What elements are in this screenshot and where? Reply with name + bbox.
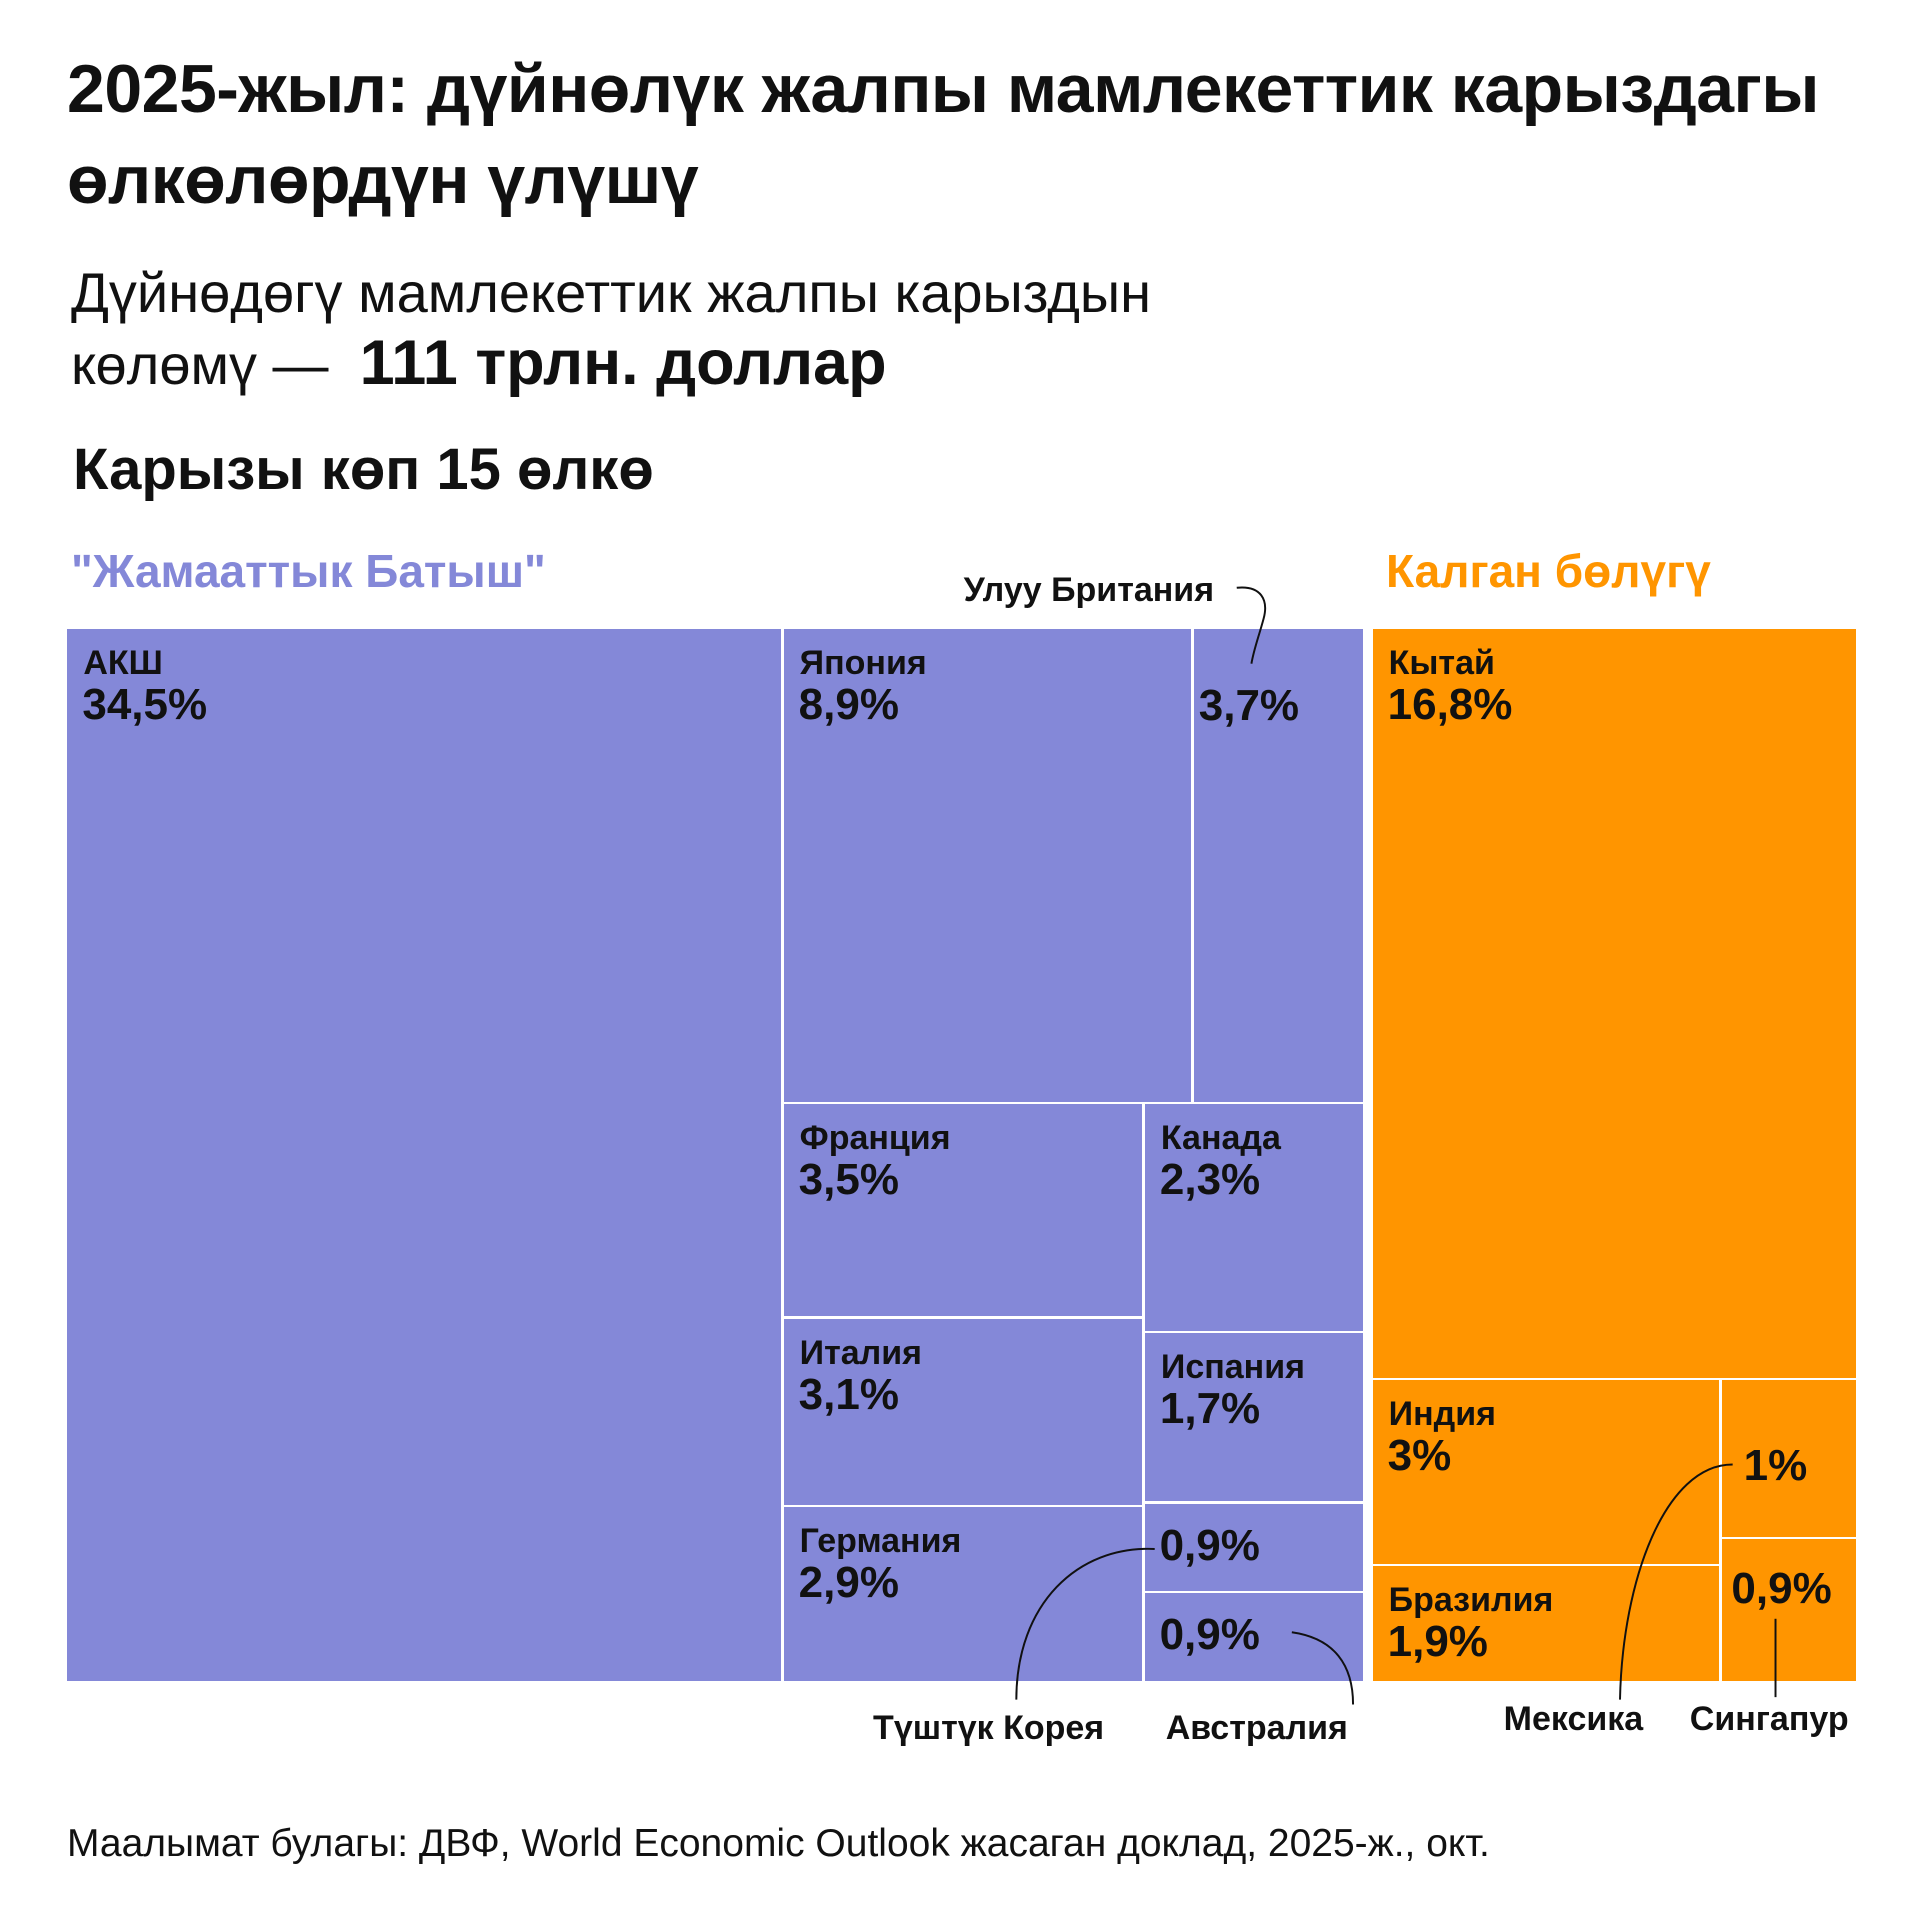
- cell-name: Испания: [1160, 1348, 1305, 1387]
- group-label-west: "Жамааттык Батыш": [71, 545, 546, 597]
- cell-name: Япония: [799, 644, 927, 683]
- cell-value: 34,5%: [82, 680, 208, 730]
- treemap-cell: Италия 3,1%: [783, 1318, 1143, 1505]
- treemap-cell: Франция 3,5%: [783, 1104, 1143, 1317]
- treemap-cell: Кытай 16,8%: [1372, 629, 1857, 1378]
- cell-value: 3,7%: [1198, 680, 1300, 730]
- cell-value: 0,9%: [1731, 1563, 1832, 1613]
- cell-name: Канада: [1160, 1119, 1281, 1158]
- cell-value: 1,9%: [1387, 1617, 1488, 1667]
- cell-name-callout: Улуу Британия: [963, 570, 1215, 609]
- cell-name-callout: Мексика: [1503, 1699, 1644, 1738]
- cell-value: 3%: [1387, 1431, 1452, 1480]
- cell-value: 1,7%: [1159, 1384, 1261, 1434]
- leader-australia: [1291, 1631, 1355, 1705]
- treemap-cell: Испания 1,7%: [1144, 1333, 1363, 1502]
- treemap-cell: Бразилия 1,9%: [1372, 1566, 1720, 1682]
- cell-name-callout: Түштүк Корея: [873, 1709, 1105, 1748]
- group-label-rest: Калган бөлүгү: [1386, 545, 1711, 597]
- leader-mexico: [1619, 1463, 1733, 1700]
- section-heading: Карызы көп 15 өлкө: [73, 437, 654, 502]
- cell-name: Бразилия: [1388, 1581, 1554, 1620]
- cell-name: АКШ: [83, 644, 163, 683]
- cell-value: 3,1%: [798, 1369, 899, 1419]
- cell-value: 2,9%: [798, 1558, 899, 1608]
- treemap-cell: 3,7%: [1193, 629, 1363, 1103]
- treemap-cell: Германия 2,9%: [783, 1507, 1143, 1682]
- cell-value: 0,9%: [1159, 1520, 1260, 1570]
- treemap-cell: АКШ 34,5%: [67, 629, 782, 1682]
- subtitle-value: 111 трлн. доллар: [359, 328, 887, 398]
- cell-value: 2,3%: [1159, 1155, 1261, 1205]
- treemap-cell: Индия 3%: [1372, 1380, 1720, 1564]
- source-note: Маалымат булагы: ДВФ, World Economic Out…: [67, 1822, 1490, 1865]
- leader-uk: [1236, 586, 1266, 664]
- treemap-cell: 0,9%: [1144, 1593, 1363, 1682]
- cell-name-callout: Австралия: [1165, 1709, 1348, 1748]
- cell-value: 8,9%: [798, 680, 899, 730]
- cell-name: Италия: [799, 1333, 923, 1372]
- cell-name: Индия: [1388, 1395, 1496, 1433]
- chart-title: 2025-жыл: дүйнөлүк жалпы мамлекеттик кар…: [67, 51, 1819, 218]
- cell-value: 1%: [1743, 1441, 1808, 1491]
- cell-name: Франция: [799, 1119, 951, 1158]
- treemap-cell: 0,9%: [1144, 1503, 1363, 1591]
- subtitle: Дүйнөдөгү мамлекеттик жалпы карыздын көл…: [71, 258, 1251, 400]
- treemap-cell: Япония 8,9%: [783, 629, 1192, 1103]
- subtitle-text: Дүйнөдөгү мамлекеттик жалпы карыздын көл…: [71, 261, 1152, 396]
- treemap-cell: Канада 2,3%: [1144, 1104, 1363, 1331]
- cell-value: 0,9%: [1159, 1610, 1260, 1660]
- cell-value: 3,5%: [798, 1155, 899, 1205]
- cell-name: Кытай: [1388, 644, 1495, 683]
- cell-value: 16,8%: [1387, 680, 1513, 730]
- treemap-cell: 0,9%: [1721, 1539, 1857, 1682]
- cell-name-callout: Сингапур: [1689, 1699, 1849, 1738]
- leader-south-korea: [1015, 1547, 1155, 1700]
- cell-name: Германия: [799, 1522, 962, 1561]
- treemap-cell: 1%: [1721, 1380, 1857, 1537]
